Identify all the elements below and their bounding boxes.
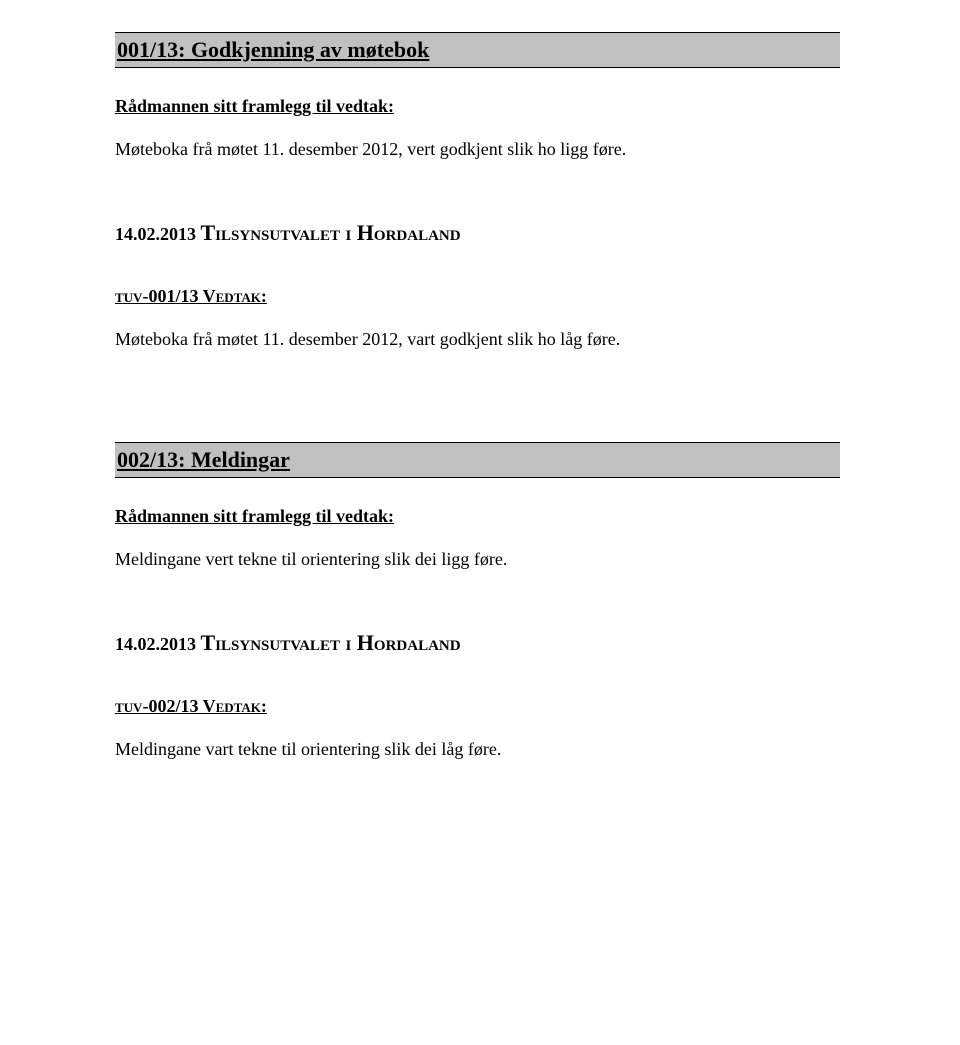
vedtak-label-002: tuv-002/13 Vedtak:: [115, 696, 840, 717]
section-heading-001: 001/13: Godkjenning av møtebok: [115, 32, 840, 68]
vedtak-text-001: Møteboka frå møtet 11. desember 2012, va…: [115, 329, 840, 350]
date-001: 14.02.2013: [115, 224, 201, 244]
org-002: Tilsynsutvalet i Hordaland: [201, 630, 461, 655]
section-heading-text: 001/13: Godkjenning av møtebok: [117, 37, 429, 62]
vedtak-label-001: tuv-001/13 Vedtak:: [115, 286, 840, 307]
proposal-text-001: Møteboka frå møtet 11. desember 2012, ve…: [115, 139, 840, 160]
date-org-line-002: 14.02.2013 Tilsynsutvalet i Hordaland: [115, 630, 840, 656]
proposal-subhead-002: Rådmannen sitt framlegg til vedtak:: [115, 506, 840, 527]
proposal-text-002: Meldingane vert tekne til orientering sl…: [115, 549, 840, 570]
date-org-line-001: 14.02.2013 Tilsynsutvalet i Hordaland: [115, 220, 840, 246]
proposal-subhead-001: Rådmannen sitt framlegg til vedtak:: [115, 96, 840, 117]
org-001: Tilsynsutvalet i Hordaland: [201, 220, 461, 245]
vedtak-text-002: Meldingane vart tekne til orientering sl…: [115, 739, 840, 760]
section-heading-002: 002/13: Meldingar: [115, 442, 840, 478]
section-heading-text: 002/13: Meldingar: [117, 447, 290, 472]
date-002: 14.02.2013: [115, 634, 201, 654]
